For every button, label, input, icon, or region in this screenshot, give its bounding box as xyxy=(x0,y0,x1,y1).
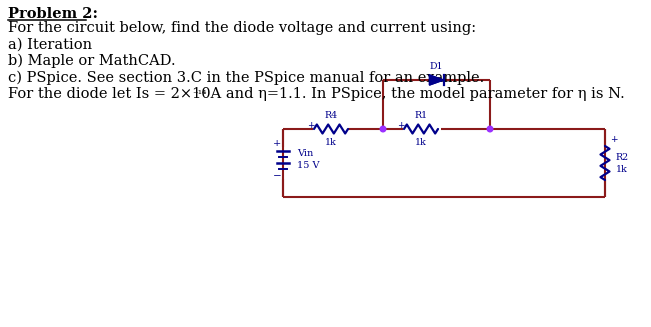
Polygon shape xyxy=(430,75,443,85)
Text: c) PSpice. See section 3.C in the PSpice manual for an example.: c) PSpice. See section 3.C in the PSpice… xyxy=(8,71,484,85)
Text: +: + xyxy=(610,135,618,145)
Text: For the circuit below, find the diode voltage and current using:: For the circuit below, find the diode vo… xyxy=(8,21,476,35)
Text: +: + xyxy=(273,139,281,147)
Text: b) Maple or MathCAD.: b) Maple or MathCAD. xyxy=(8,54,176,68)
Text: R1: R1 xyxy=(415,111,428,120)
Text: +: + xyxy=(307,121,314,129)
Text: +: + xyxy=(397,121,404,129)
Text: R2: R2 xyxy=(616,152,629,162)
Text: R4: R4 xyxy=(324,111,338,120)
Text: 1k: 1k xyxy=(616,164,628,174)
Text: For the diode let Is = 2×10: For the diode let Is = 2×10 xyxy=(8,87,211,101)
Text: a) Iteration: a) Iteration xyxy=(8,38,92,51)
Text: Vin: Vin xyxy=(297,148,313,158)
Circle shape xyxy=(380,126,386,132)
Text: D1: D1 xyxy=(430,62,443,71)
Text: ⁻¹⁴: ⁻¹⁴ xyxy=(192,90,206,100)
Circle shape xyxy=(487,126,493,132)
Text: Problem 2:: Problem 2: xyxy=(8,7,98,21)
Text: 1k: 1k xyxy=(415,138,427,147)
Text: 1k: 1k xyxy=(325,138,337,147)
Text: −: − xyxy=(273,173,282,181)
Text: A and η=1.1. In PSpice, the model parameter for η is N.: A and η=1.1. In PSpice, the model parame… xyxy=(206,87,625,101)
Text: 15 V: 15 V xyxy=(297,161,320,169)
